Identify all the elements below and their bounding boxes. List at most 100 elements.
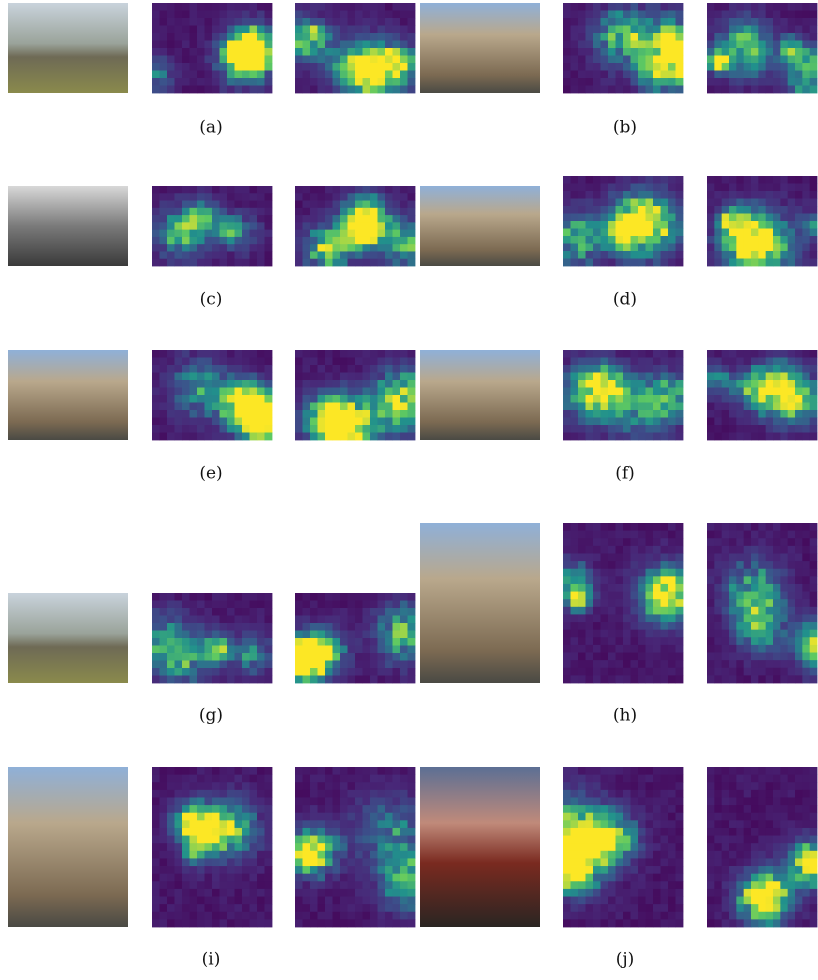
- heatmap-cell: [585, 919, 594, 928]
- heatmap-cell: [212, 380, 220, 388]
- heatmap-cell: [182, 904, 190, 913]
- heatmap-cell: [578, 561, 586, 570]
- heatmap-cell: [660, 176, 669, 184]
- heatmap-cell: [295, 668, 303, 676]
- heatmap-cell: [227, 827, 235, 836]
- heatmap-cell: [593, 873, 601, 882]
- heatmap-cell: [317, 820, 326, 829]
- heatmap-cell: [570, 258, 579, 267]
- heatmap-cell: [159, 350, 168, 358]
- heatmap-cell: [310, 827, 318, 836]
- heatmap-cell: [234, 919, 243, 928]
- heatmap-cell: [780, 622, 789, 631]
- heatmap-cell: [675, 357, 684, 366]
- heatmap-cell: [773, 774, 781, 783]
- heatmap-cell: [707, 538, 715, 547]
- heatmap-cell: [182, 357, 190, 366]
- heatmap-cell: [570, 236, 579, 244]
- heatmap-cell: [758, 843, 767, 852]
- heatmap-cell: [302, 410, 311, 418]
- heatmap-cell: [242, 55, 250, 64]
- heatmap-cell: [638, 805, 646, 814]
- heatmap-cell: [257, 774, 265, 783]
- photo: [420, 3, 540, 93]
- heatmap-cell: [332, 881, 341, 890]
- heatmap-cell: [167, 63, 175, 71]
- heatmap-cell: [407, 888, 416, 897]
- heatmap-cell: [152, 357, 160, 366]
- heatmap-cell: [167, 896, 175, 905]
- heatmap-cell: [400, 55, 408, 64]
- heatmap-cell: [585, 614, 594, 623]
- heatmap-cell: [317, 850, 326, 859]
- heatmap-cell: [249, 372, 258, 381]
- heatmap-cell: [377, 229, 386, 238]
- heatmap-cell: [578, 629, 586, 638]
- heatmap-cell: [707, 183, 715, 192]
- heatmap-cell: [563, 350, 571, 358]
- heatmap-cell: [773, 881, 781, 890]
- heatmap-cell: [370, 615, 378, 624]
- heatmap-cell: [608, 606, 616, 615]
- heatmap-cell: [242, 78, 250, 86]
- heatmap-cell: [347, 827, 356, 836]
- heatmap-cell: [204, 866, 213, 875]
- heatmap-cell: [249, 3, 258, 11]
- heatmap-cell: [219, 789, 228, 798]
- heatmap-cell: [377, 600, 386, 609]
- heatmap-cell: [347, 911, 356, 920]
- heatmap-cell: [167, 789, 175, 798]
- heatmap-cell: [600, 553, 609, 562]
- heatmap-cell: [182, 380, 190, 388]
- heatmap-cell: [721, 591, 730, 600]
- heatmap-cell: [355, 593, 363, 601]
- heatmap-cell: [787, 387, 796, 396]
- heatmap-cell: [729, 888, 737, 897]
- heatmap-cell: [407, 812, 416, 821]
- heatmap-cell: [751, 904, 759, 913]
- heatmap-cell: [578, 881, 586, 890]
- heatmap-cell: [347, 843, 356, 852]
- heatmap-cell: [325, 244, 333, 252]
- heatmap-cell: [204, 774, 213, 783]
- heatmap-cell: [668, 402, 676, 411]
- heatmap-cell: [714, 812, 723, 821]
- heatmap-cell: [675, 591, 684, 600]
- heatmap-cell: [264, 881, 273, 890]
- heatmap-cell: [795, 561, 803, 570]
- heatmap-cell: [743, 843, 752, 852]
- heatmap-cell: [765, 797, 774, 806]
- heatmap-cell: [407, 608, 416, 616]
- heatmap-cell: [325, 638, 333, 646]
- heatmap-cell: [743, 675, 752, 684]
- heatmap-cell: [264, 630, 273, 639]
- heatmap-cell: [751, 591, 759, 600]
- heatmap-cell: [630, 789, 639, 798]
- heatmap-cell: [204, 593, 213, 601]
- heatmap-cell: [362, 200, 371, 209]
- heatmap-cell: [264, 48, 273, 56]
- heatmap-cell: [355, 896, 363, 905]
- heatmap-cell: [204, 653, 213, 661]
- heatmap-cell: [295, 236, 303, 245]
- heatmap-cell: [675, 402, 684, 411]
- heatmap-cell: [795, 258, 803, 267]
- heatmap-cell: [653, 652, 661, 661]
- heatmap-cell: [219, 919, 228, 928]
- heatmap-cell: [310, 774, 318, 783]
- heatmap-cell: [167, 55, 175, 64]
- heatmap-cell: [608, 40, 616, 49]
- heatmap-cell: [340, 432, 348, 441]
- heatmap-cell: [593, 637, 601, 646]
- heatmap-cell: [668, 523, 676, 532]
- heatmap-cell: [392, 675, 401, 684]
- heatmap-cell: [765, 614, 774, 623]
- heatmap-cell: [152, 675, 160, 684]
- heatmap-cell: [593, 78, 601, 86]
- heatmap-cell: [197, 660, 205, 669]
- heatmap-cell: [347, 608, 356, 616]
- heatmap-cell: [159, 812, 168, 821]
- heatmap-cell: [317, 812, 326, 821]
- heatmap-cell: [608, 432, 616, 441]
- heatmap-cell: [242, 888, 250, 897]
